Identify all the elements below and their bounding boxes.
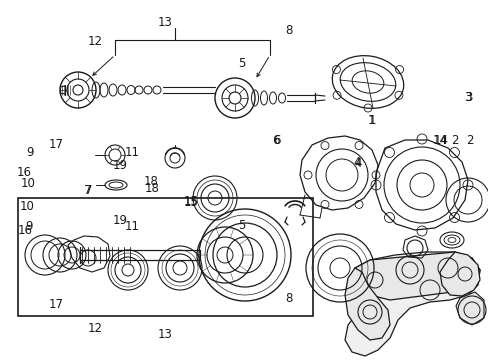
- Polygon shape: [354, 252, 479, 300]
- Text: 7: 7: [85, 184, 93, 197]
- Text: 10: 10: [20, 201, 34, 213]
- Text: 9: 9: [25, 220, 33, 233]
- Text: 18: 18: [144, 175, 159, 188]
- Text: 12: 12: [88, 35, 102, 48]
- Text: 14: 14: [432, 134, 447, 147]
- Text: 16: 16: [17, 166, 32, 179]
- Text: 4: 4: [353, 157, 361, 170]
- Text: 7: 7: [84, 184, 92, 197]
- Polygon shape: [345, 268, 389, 340]
- Text: 12: 12: [87, 321, 102, 334]
- Text: 16: 16: [18, 224, 32, 237]
- Text: 15: 15: [183, 195, 198, 208]
- Text: 13: 13: [157, 15, 172, 28]
- Text: 1: 1: [367, 114, 375, 127]
- Text: 5: 5: [238, 219, 245, 231]
- Text: 5: 5: [238, 57, 245, 69]
- Text: 8: 8: [284, 292, 292, 305]
- Text: 6: 6: [272, 134, 280, 147]
- Text: 15: 15: [183, 195, 198, 208]
- Text: 1: 1: [367, 113, 375, 126]
- Polygon shape: [455, 292, 483, 325]
- Text: 3: 3: [464, 90, 471, 104]
- Polygon shape: [439, 252, 479, 296]
- Text: 14: 14: [433, 134, 447, 147]
- Text: 19: 19: [112, 159, 127, 172]
- Text: 11: 11: [124, 220, 139, 233]
- Polygon shape: [345, 252, 479, 356]
- Text: 19: 19: [112, 213, 127, 226]
- Text: 3: 3: [464, 91, 471, 104]
- Text: 9: 9: [26, 145, 34, 158]
- Text: 13: 13: [158, 328, 172, 341]
- Text: 11: 11: [124, 145, 139, 158]
- Text: 6: 6: [273, 134, 280, 147]
- Text: 10: 10: [20, 176, 35, 189]
- Text: 2: 2: [450, 134, 458, 147]
- Text: 4: 4: [352, 156, 360, 168]
- Text: 17: 17: [49, 138, 63, 150]
- Text: 18: 18: [144, 181, 159, 194]
- Text: 2: 2: [465, 134, 472, 147]
- Text: 8: 8: [285, 23, 292, 36]
- Text: 17: 17: [48, 298, 63, 311]
- Bar: [18, 198, 312, 316]
